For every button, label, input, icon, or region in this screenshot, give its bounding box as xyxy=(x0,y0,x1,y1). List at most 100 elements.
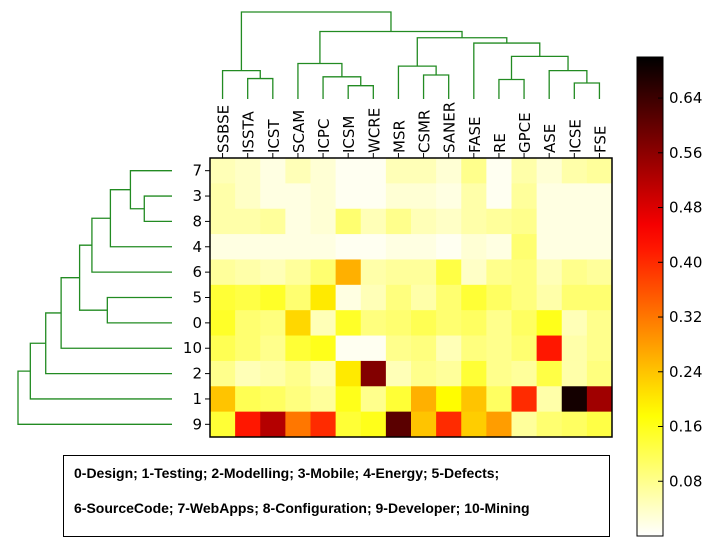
heatmap-cell xyxy=(536,158,563,184)
row-label: 1 xyxy=(192,390,202,408)
heatmap-cell xyxy=(210,284,236,311)
heatmap-cell xyxy=(385,360,412,387)
heatmap-cell xyxy=(486,183,512,210)
heatmap-cell xyxy=(536,335,563,362)
heatmap-cell xyxy=(486,411,512,438)
column-dendrogram xyxy=(221,11,601,99)
heatmap-cell xyxy=(486,335,512,362)
heatmap-cell xyxy=(586,310,613,336)
heatmap-cell xyxy=(461,386,487,413)
dendrogram-link xyxy=(221,69,261,99)
heatmap-cell xyxy=(411,360,437,387)
heatmap-cell xyxy=(511,335,538,362)
heatmap-cell xyxy=(411,183,437,210)
heatmap-cell xyxy=(561,411,588,438)
heatmap-cell xyxy=(536,284,563,311)
heatmap-cell xyxy=(511,259,538,286)
column-label: FASE xyxy=(466,116,484,153)
heatmap-cell xyxy=(335,386,362,413)
heatmap-cell xyxy=(285,259,311,286)
dendrogram-link xyxy=(29,342,172,400)
heatmap-cell xyxy=(461,208,487,235)
heatmap-cell xyxy=(511,183,538,210)
heatmap-cell xyxy=(411,208,437,235)
column-label: ICSE xyxy=(566,119,584,153)
heatmap-grid xyxy=(210,158,613,438)
heatmap-cell xyxy=(436,335,462,362)
colorbar-tick-label: 0.32 xyxy=(669,308,702,326)
heatmap-cell xyxy=(235,234,261,260)
heatmap-cell xyxy=(260,208,286,235)
heatmap-cell xyxy=(436,360,462,387)
heatmap-cell xyxy=(310,158,337,184)
dendrogram-link xyxy=(319,30,463,64)
heatmap-cell xyxy=(310,386,337,413)
heatmap-cell xyxy=(461,335,487,362)
heatmap-cell xyxy=(586,183,613,210)
row-dendrogram xyxy=(17,170,172,425)
heatmap-cell xyxy=(235,335,261,362)
heatmap-cell xyxy=(536,183,563,210)
heatmap-cell xyxy=(285,234,311,260)
heatmap-cell xyxy=(561,208,588,235)
heatmap-cell xyxy=(360,208,387,235)
heatmap-cell xyxy=(360,259,387,286)
heatmap-cell xyxy=(260,284,286,311)
heatmap-cell xyxy=(436,158,462,184)
dendrogram-link xyxy=(45,312,172,375)
heatmap-cell xyxy=(511,386,538,413)
heatmap-cell xyxy=(561,386,588,413)
heatmap-cell xyxy=(310,411,337,438)
heatmap-cell xyxy=(335,208,362,235)
heatmap-cell xyxy=(486,208,512,235)
dendrogram-link xyxy=(498,78,525,99)
heatmap-cell xyxy=(561,335,588,362)
heatmap-cell xyxy=(385,234,412,260)
heatmap-cell xyxy=(285,360,311,387)
heatmap-cell xyxy=(210,411,236,438)
heatmap-cell xyxy=(461,284,487,311)
heatmap-cell xyxy=(411,284,437,311)
heatmap-cell xyxy=(385,284,412,311)
legend-line-2: 6-SourceCode; 7-WebApps; 8-Configuration… xyxy=(74,500,530,516)
legend-line-1: 0-Design; 1-Testing; 2-Modelling; 3-Mobi… xyxy=(74,465,500,481)
heatmap-cell xyxy=(561,259,588,286)
heatmap-cell xyxy=(260,360,286,387)
heatmap-cell xyxy=(536,360,563,387)
heatmap-cell xyxy=(310,335,337,362)
heatmap-cell xyxy=(310,360,337,387)
column-label: SANER xyxy=(441,102,459,153)
heatmap-cell xyxy=(461,360,487,387)
heatmap-cell xyxy=(586,259,613,286)
heatmap-cell xyxy=(561,284,588,311)
heatmap-cell xyxy=(360,158,387,184)
column-label: ICST xyxy=(265,119,283,153)
heatmap-cell xyxy=(310,183,337,210)
heatmap-cell xyxy=(210,183,236,210)
column-label: MSR xyxy=(390,120,408,153)
heatmap-cell xyxy=(210,208,236,235)
column-label: FSE xyxy=(591,126,609,153)
heatmap-cell xyxy=(461,183,487,210)
heatmap-cell xyxy=(335,183,362,210)
heatmap-cell xyxy=(586,284,613,311)
dendrogram-link xyxy=(573,82,601,99)
heatmap-cell xyxy=(511,310,538,336)
heatmap-cell xyxy=(536,386,563,413)
heatmap-cell xyxy=(385,411,412,438)
heatmap-cell xyxy=(360,411,387,438)
heatmap-cell xyxy=(536,208,563,235)
heatmap-cell xyxy=(436,183,462,210)
heatmap-cell xyxy=(586,234,613,260)
heatmap-cell xyxy=(436,310,462,336)
column-label: ICPC xyxy=(315,119,333,153)
heatmap-cell xyxy=(385,386,412,413)
heatmap-cell xyxy=(411,259,437,286)
heatmap-cell xyxy=(335,360,362,387)
heatmap-cell xyxy=(235,259,261,286)
heatmap-cell xyxy=(461,158,487,184)
row-label: 10 xyxy=(183,339,202,357)
heatmap-cell xyxy=(285,183,311,210)
heatmap-cell xyxy=(536,234,563,260)
heatmap-cell xyxy=(335,284,362,311)
